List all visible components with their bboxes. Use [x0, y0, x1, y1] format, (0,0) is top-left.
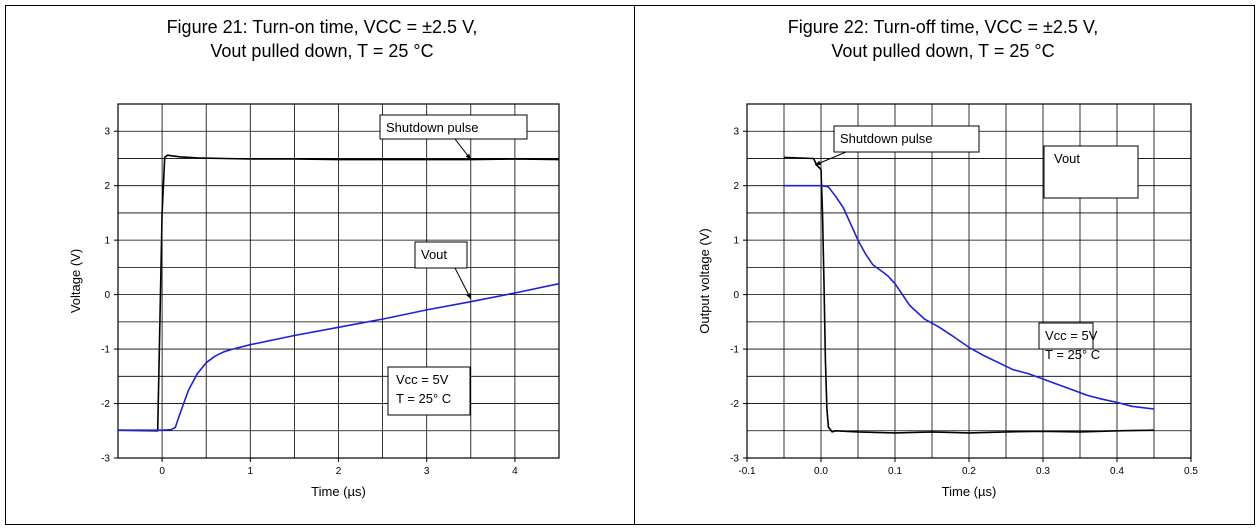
fig22-annotation-text-1-0: Vout [1054, 151, 1080, 166]
fig22-annotation-text-0-0: Shutdown pulse [840, 131, 933, 146]
fig22-annotation-leader-0 [814, 151, 847, 166]
fig21-ytick-label-6: 3 [104, 127, 110, 138]
fig21-ytick-label-4: 1 [104, 236, 110, 247]
fig21-series-vout-line [118, 282, 560, 432]
fig22-annotation-arrowhead-0 [815, 160, 822, 166]
fig21-ytick-label-1: -2 [101, 399, 110, 410]
fig21-annotation-arrowhead-1 [466, 292, 471, 299]
fig22-annotation-text-2-0: Vcc = 5V [1045, 328, 1098, 343]
fig21-annotation-box-1 [414, 241, 468, 269]
fig22-ytick-label-0: -3 [730, 454, 739, 465]
fig21-xtick-label-4: 4 [512, 466, 518, 477]
figure-22-chart: -0.1 0.0 0.1 0.2 0.3 0.4 0.5 -3 -2 -1 0 1 2 3 Time (µs… [697, 103, 1198, 499]
fig22-annotation-box-0 [833, 125, 980, 153]
fig21-ytick-label-5: 2 [104, 181, 110, 192]
fig22-xtick-label-6: 0.5 [1184, 466, 1198, 477]
fig21-ytick-label-0: -3 [101, 454, 110, 465]
fig22-ytick-label-3: 0 [733, 290, 739, 301]
figure-22-title-line-2: Vout pulled down, T = 25 °C [831, 41, 1055, 61]
fig22-xtick-label-2: 0.1 [888, 466, 902, 477]
figure-frame [5, 5, 1255, 525]
fig22-ytick-label-4: 1 [733, 236, 739, 247]
figure-22-title: Figure 22: Turn-off time, VCC = ±2.5 V, … [636, 15, 1250, 63]
fig22-ytick-label-2: -1 [730, 345, 739, 356]
fig22-series-shutdown-pulse-line [783, 156, 1155, 434]
fig21-xtick-label-2: 2 [336, 466, 342, 477]
fig21-ytick-label-3: 0 [104, 290, 110, 301]
fig22-xtick-label-3: 0.2 [962, 466, 976, 477]
fig22-x-axis-label: Time (µs) [942, 484, 997, 499]
fig21-annotation-box-0 [379, 114, 528, 140]
fig21-annotation-box-2 [387, 366, 471, 416]
fig22-xtick-label-1: 0.0 [814, 466, 828, 477]
fig22-y-axis-label: Output voltage (V) [697, 228, 712, 334]
figure-21-chart: 0 1 2 3 4 -3 -2 -1 0 1 2 3 Time (µs) Voltage (V) Shutd… [68, 103, 560, 499]
fig22-annotation-box-1 [1043, 145, 1139, 199]
fig21-y-axis-label: Voltage (V) [68, 249, 83, 313]
fig21-xtick-label-0: 0 [159, 466, 165, 477]
fig22-ytick-label-1: -2 [730, 399, 739, 410]
fig21-xtick-label-1: 1 [248, 466, 254, 477]
fig22-annotation-box-2 [1038, 322, 1094, 350]
fig21-annotation-leader-1 [454, 267, 472, 300]
panel-divider [634, 5, 635, 525]
fig21-annotation-text-2-1: T = 25° C [396, 391, 451, 406]
figure-21-title-line-1: Figure 21: Turn-on time, VCC = ±2.5 V, [166, 17, 478, 37]
fig22-ytick-label-5: 2 [733, 181, 739, 192]
fig21-x-axis-label: Time (µs) [311, 484, 366, 499]
fig21-annotation-arrowhead-0 [465, 153, 471, 160]
fig21-annotation-text-2-0: Vcc = 5V [396, 372, 449, 387]
fig22-ytick-label-6: 3 [733, 127, 739, 138]
fig22-xtick-label-5: 0.4 [1110, 466, 1124, 477]
fig22-series-vout-line [784, 184, 1155, 410]
fig21-annotation-text-1-0: Vout [421, 247, 447, 262]
fig21-annotation-text-0-0: Shutdown pulse [386, 120, 479, 135]
figure-21-title: Figure 21: Turn-on time, VCC = ±2.5 V, V… [10, 15, 634, 63]
fig22-xtick-label-0: -0.1 [738, 466, 756, 477]
fig21-xtick-label-3: 3 [424, 466, 430, 477]
figure-21-title-line-2: Vout pulled down, T = 25 °C [210, 41, 434, 61]
fig22-xtick-label-4: 0.3 [1036, 466, 1050, 477]
fig22-annotation-text-2-1: T = 25° C [1045, 347, 1100, 362]
figure-22-title-line-1: Figure 22: Turn-off time, VCC = ±2.5 V, [787, 17, 1099, 37]
fig21-ytick-label-2: -1 [101, 345, 110, 356]
fig21-series-shutdown-pulse-line [117, 154, 560, 432]
